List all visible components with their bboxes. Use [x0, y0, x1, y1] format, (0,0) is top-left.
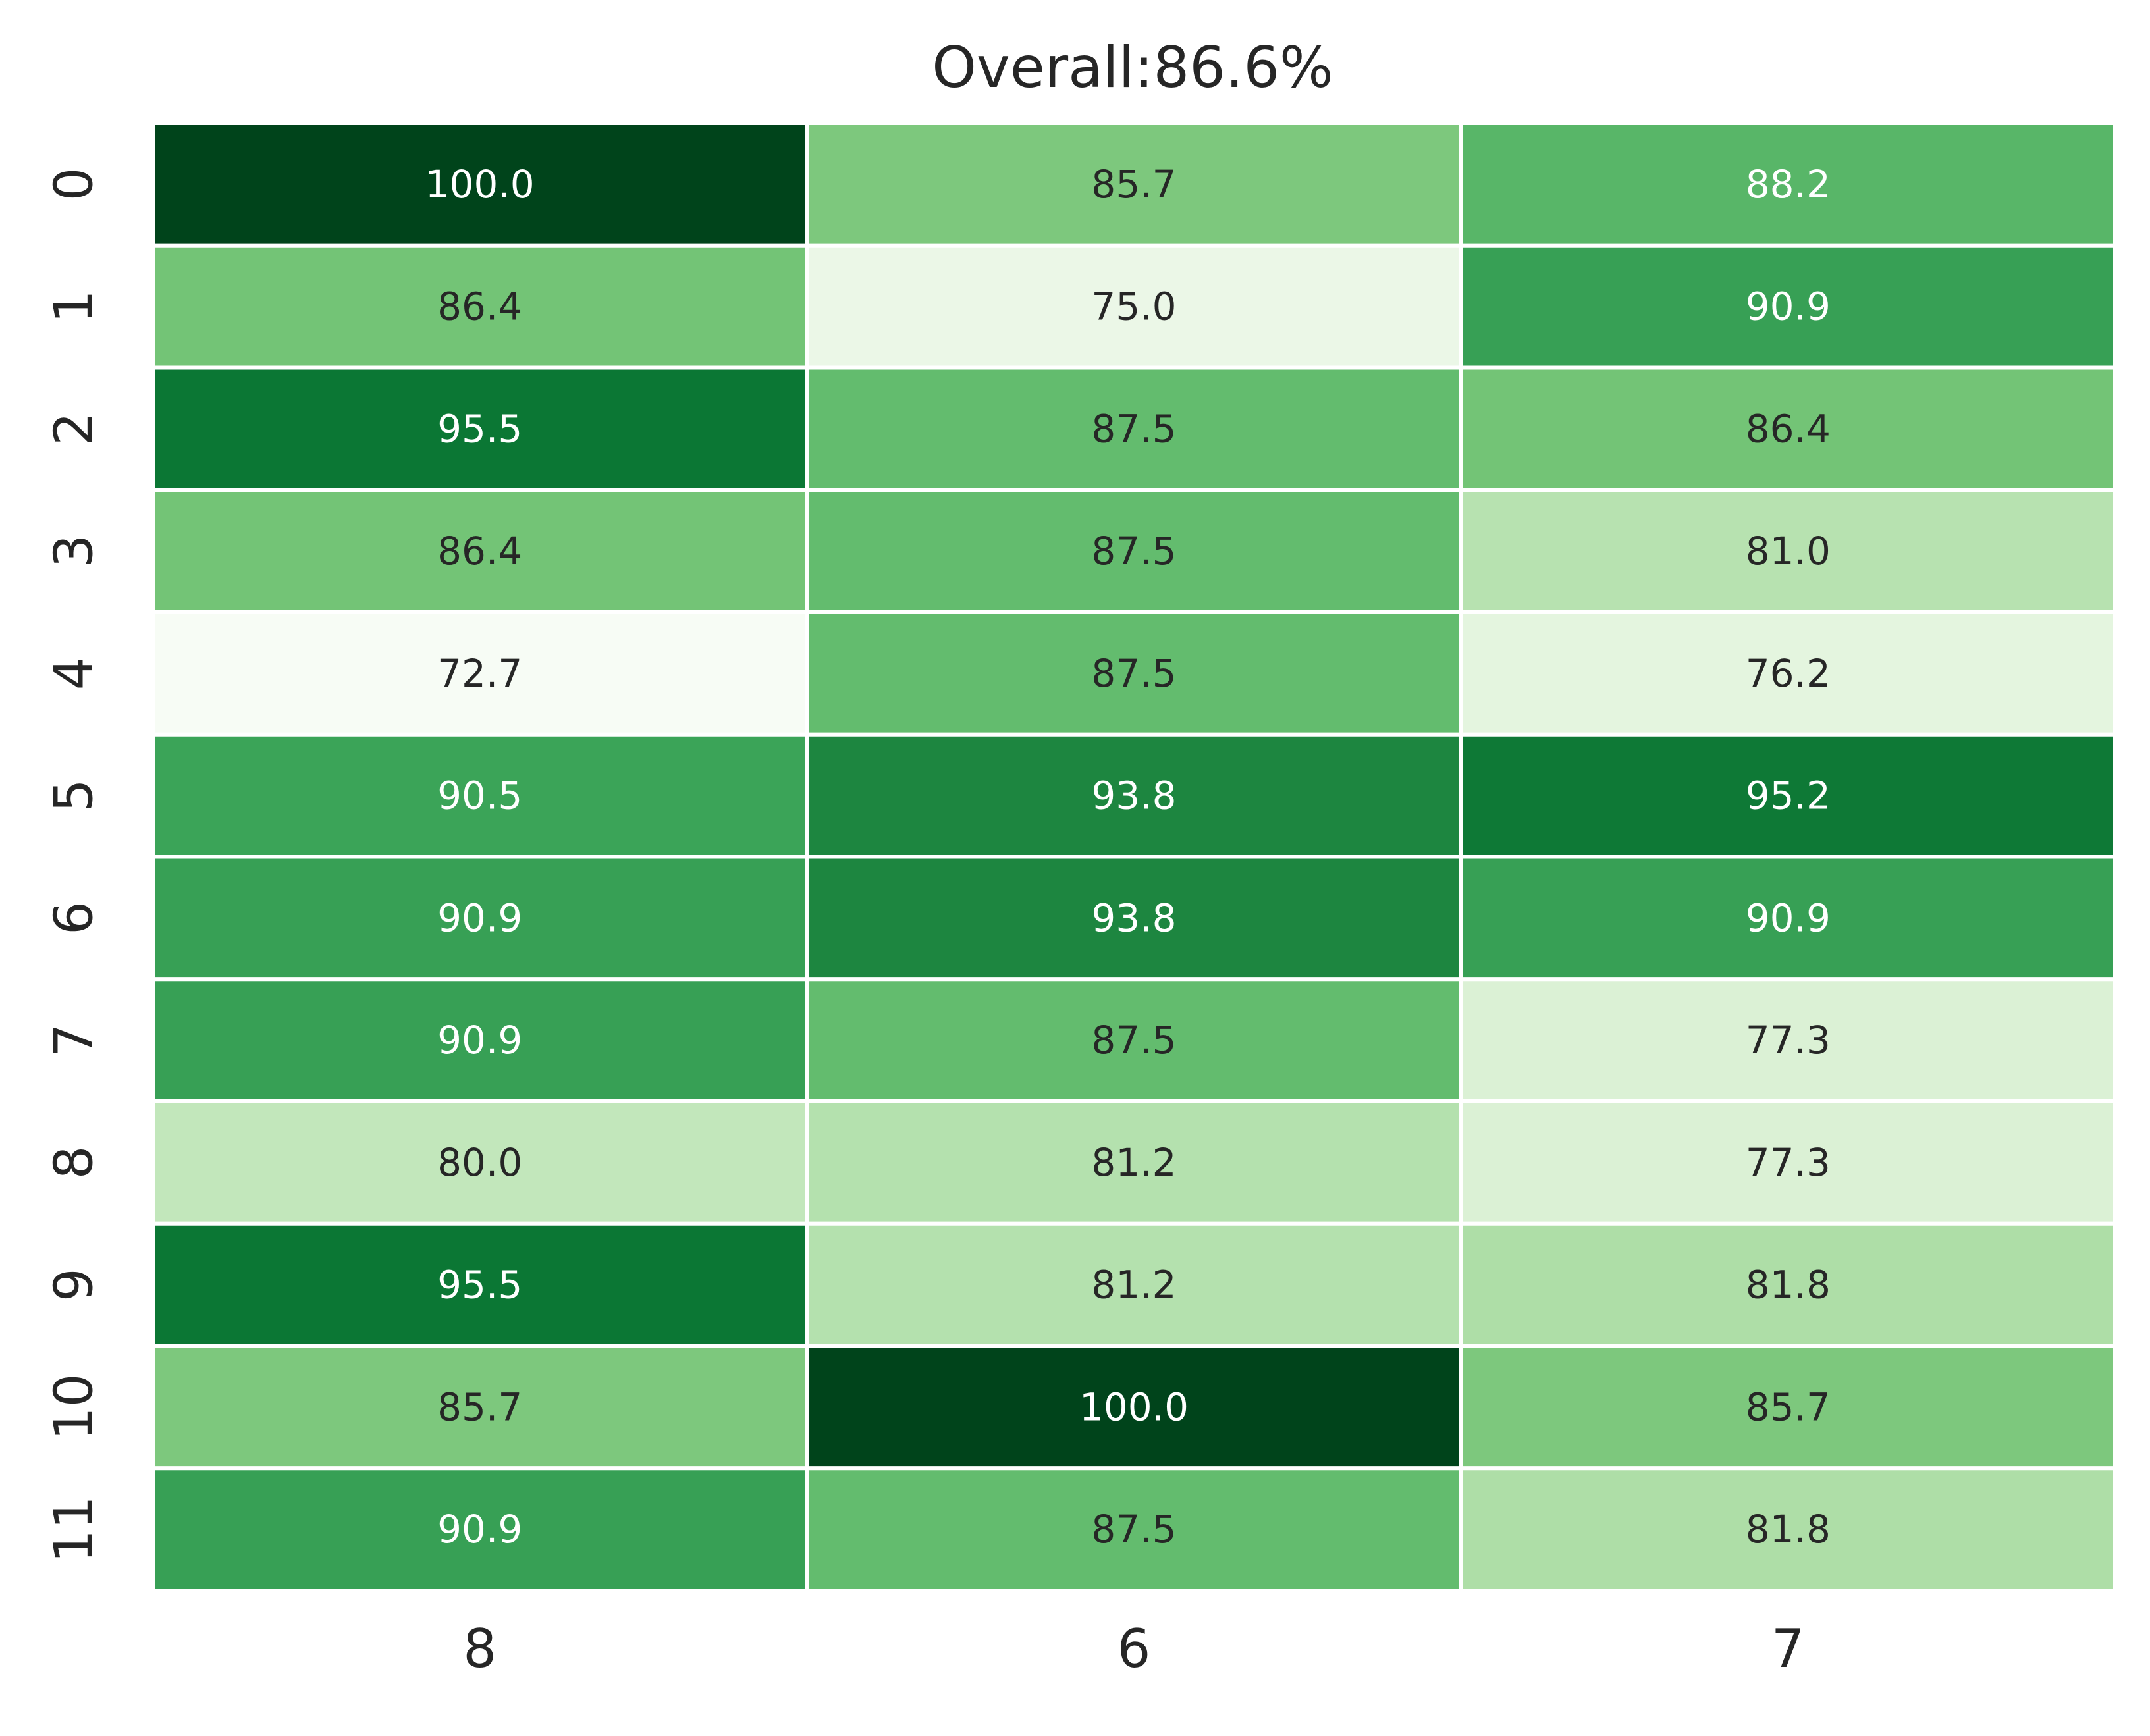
y-tick-label: 5	[43, 779, 105, 812]
y-tick-label: 11	[43, 1496, 105, 1563]
cell-value-label: 85.7	[1091, 162, 1176, 207]
heatmap-cells: 100.0 85.7 88.2 86.4 75.0 90.9 95.5 87.5 86.4 86.…	[151, 121, 2118, 1592]
cell-value-label: 88.2	[1746, 162, 1831, 207]
cell-value-label: 95.5	[437, 406, 522, 451]
cell-value-label: 76.2	[1746, 651, 1831, 696]
cell-value-label: 86.4	[437, 529, 522, 573]
y-tick-label: 4	[43, 656, 105, 690]
y-tick-label: 2	[43, 412, 105, 446]
cell-value-label: 86.4	[437, 284, 522, 329]
cell-value-label: 86.4	[1746, 406, 1831, 451]
cell-value-label: 93.8	[1091, 774, 1176, 818]
cell-value-label: 80.0	[437, 1140, 522, 1185]
heatmap-cell	[151, 977, 809, 1103]
heatmap-cell	[805, 732, 1463, 859]
cell-value-label: 90.5	[437, 774, 522, 818]
heatmap-cell	[151, 1344, 809, 1471]
cell-value-label: 85.7	[1746, 1384, 1831, 1429]
heatmap-cell	[1459, 977, 2118, 1103]
cell-value-label: 90.9	[437, 1018, 522, 1063]
cell-value-label: 90.9	[437, 1507, 522, 1552]
cell-value-label: 100.0	[425, 162, 535, 207]
heatmap-cell	[805, 610, 1463, 737]
heatmap-cell	[151, 488, 809, 614]
heatmap-cell	[805, 1221, 1463, 1348]
heatmap-cell	[805, 977, 1463, 1103]
cell-value-label: 93.8	[1091, 895, 1176, 940]
y-tick-label: 0	[43, 167, 105, 201]
cell-value-label: 90.9	[1746, 284, 1831, 329]
y-tick-label: 9	[43, 1268, 105, 1302]
y-tick-label: 3	[43, 535, 105, 568]
cell-value-label: 87.5	[1091, 406, 1176, 451]
cell-value-label: 90.9	[1746, 895, 1831, 940]
cell-value-label: 81.8	[1746, 1507, 1831, 1552]
heatmap-cell	[1459, 365, 2118, 492]
cell-value-label: 95.5	[437, 1263, 522, 1307]
cell-value-label: 90.9	[437, 895, 522, 940]
heatmap-cell	[1459, 1099, 2118, 1226]
heatmap-cell	[151, 121, 809, 248]
cell-value-label: 87.5	[1091, 529, 1176, 573]
heatmap-cell	[805, 1466, 1463, 1592]
cell-value-label: 100.0	[1079, 1384, 1189, 1429]
cell-value-label: 81.8	[1746, 1263, 1831, 1307]
heatmap-cell	[1459, 610, 2118, 737]
heatmap-cell	[805, 1099, 1463, 1226]
heatmap-cell	[1459, 1221, 2118, 1348]
heatmap-cell	[1459, 855, 2118, 982]
heatmap-cell	[151, 610, 809, 737]
heatmap-cell	[1459, 732, 2118, 859]
y-tick-label: 7	[43, 1024, 105, 1057]
cell-value-label: 87.5	[1091, 651, 1176, 696]
heatmap-cell	[151, 1099, 809, 1226]
cell-value-label: 77.3	[1746, 1018, 1831, 1063]
cell-value-label: 87.5	[1091, 1507, 1176, 1552]
heatmap-cell	[1459, 1466, 2118, 1592]
cell-value-label: 77.3	[1746, 1140, 1831, 1185]
heatmap-cell	[1459, 121, 2118, 248]
cell-value-label: 81.2	[1091, 1140, 1176, 1185]
heatmap-cell	[1459, 488, 2118, 614]
cell-value-label: 72.7	[437, 651, 522, 696]
x-tick-label: 8	[463, 1618, 497, 1679]
cell-value-label: 75.0	[1091, 284, 1176, 329]
y-tick-labels: 0 1 2 3 4 5 6 7 8 9 10 11	[43, 167, 105, 1563]
heatmap-cell	[805, 365, 1463, 492]
cell-value-label: 85.7	[437, 1384, 522, 1429]
y-tick-label: 8	[43, 1145, 105, 1179]
cell-value-label: 95.2	[1746, 774, 1831, 818]
chart-title: Overall:86.6%	[932, 35, 1333, 101]
x-tick-label: 6	[1117, 1618, 1151, 1679]
x-tick-label: 7	[1771, 1618, 1805, 1679]
y-tick-label: 6	[43, 901, 105, 935]
cell-value-label: 81.2	[1091, 1263, 1176, 1307]
heatmap-cell	[151, 732, 809, 859]
x-tick-labels: 8 6 7	[463, 1618, 1805, 1679]
heatmap-cell	[805, 121, 1463, 248]
y-tick-label: 1	[43, 290, 105, 323]
cell-value-label: 81.0	[1746, 529, 1831, 573]
cell-value-label: 87.5	[1091, 1018, 1176, 1063]
heatmap-cell	[151, 855, 809, 982]
y-tick-label: 10	[43, 1373, 105, 1440]
